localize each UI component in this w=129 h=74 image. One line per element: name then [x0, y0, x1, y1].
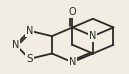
- Text: S: S: [26, 54, 33, 64]
- Text: N: N: [12, 40, 19, 50]
- Text: N: N: [69, 57, 76, 67]
- Text: N: N: [89, 31, 97, 41]
- Text: O: O: [69, 7, 76, 17]
- Text: N: N: [26, 26, 33, 36]
